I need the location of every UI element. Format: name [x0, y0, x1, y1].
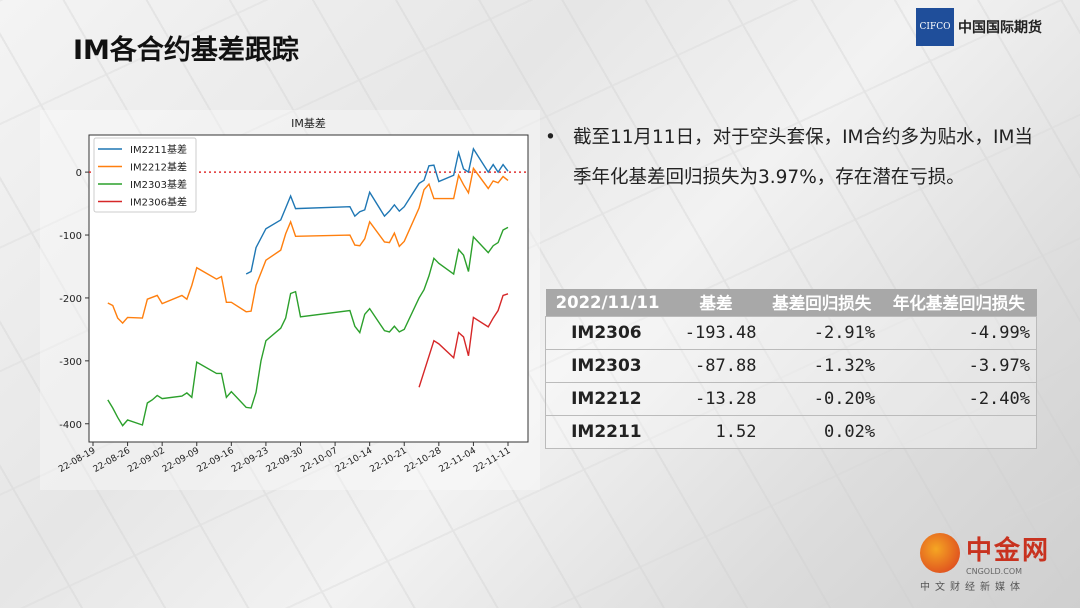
x-tick-label: 22-10-21 [368, 446, 408, 475]
cngold-name: 中金网 [966, 536, 1051, 566]
series-line-im2211 [245, 147, 509, 275]
contract-cell: IM2212 [544, 382, 670, 416]
basis-cell: -13.28 [669, 382, 763, 416]
basis-table: 2022/11/11 基差 基差回归损失 年化基差回归损失 IM2306 -193… [544, 289, 1038, 449]
y-tick-label: -300 [59, 357, 82, 368]
x-tick-label: 22-09-23 [230, 446, 270, 475]
header-basis-loss: 基差回归损失 [762, 289, 882, 316]
summary-text: 截至11月11日，对于空头套保，IM合约多为贴水，IM当季年化基差回归损失为3.… [573, 127, 1033, 188]
cngold-logo-icon [920, 533, 960, 573]
x-tick-label: 22-10-07 [299, 446, 339, 475]
table-row: IM2306 -193.48 -2.91% -4.99% [544, 315, 1038, 350]
basis-loss-cell: -1.32% [762, 349, 882, 383]
basis-loss-cell: 0.02% [762, 415, 882, 449]
legend-label: IM2211基差 [130, 143, 187, 156]
y-tick-label: -100 [59, 231, 82, 242]
x-tick-label: 22-08-19 [57, 446, 98, 475]
x-tick-label: 22-10-28 [403, 446, 444, 475]
basis-cell: 1.52 [669, 415, 763, 449]
x-tick-label: 22-10-14 [334, 446, 375, 475]
y-tick-label: 0 [76, 168, 82, 179]
cngold-domain: CNGOLD.COM [966, 567, 1023, 576]
summary-bullet: • 截至11月11日，对于空头套保，IM合约多为贴水，IM当季年化基差回归损失为… [545, 118, 1035, 198]
bullet-dot: • [545, 127, 556, 148]
contract-cell: IM2306 [544, 315, 670, 350]
chart-title: IM基差 [291, 116, 326, 130]
header-date: 2022/11/11 [545, 289, 670, 316]
basis-loss-cell: -2.91% [762, 315, 882, 350]
x-tick-label: 22-09-16 [195, 446, 236, 475]
table-row: IM2303 -87.88 -1.32% -3.97% [544, 349, 1038, 383]
y-tick-label: -400 [59, 420, 82, 431]
basis-chart: IM基差 0 -100 -200 -300 -400 22-08-19 22-08-26 22-… [40, 110, 540, 490]
x-tick-label: 22-11-04 [438, 446, 479, 475]
annualized-loss-cell: -3.97% [881, 349, 1038, 383]
series-line-im2303 [107, 226, 509, 427]
legend-box [93, 137, 197, 213]
table-row: IM2212 -13.28 -0.20% -2.40% [544, 382, 1038, 416]
annualized-loss-cell: -4.99% [881, 315, 1038, 350]
cifco-logo-mark: CIFCO [916, 8, 954, 46]
table-header-row: 2022/11/11 基差 基差回归损失 年化基差回归损失 [545, 289, 1037, 316]
basis-loss-cell: -0.20% [762, 382, 882, 416]
table-row: IM2211 1.52 0.02% [544, 415, 1038, 449]
cifco-logo: CIFCO 中国国际期货 [916, 8, 1042, 46]
y-tick-label: -200 [59, 294, 82, 305]
x-tick-label: 22-09-30 [265, 446, 306, 475]
annualized-loss-cell [881, 415, 1038, 449]
x-tick-label: 22-08-26 [92, 446, 133, 475]
basis-chart-svg: IM基差0-100-200-300-40022-08-1922-08-2622-… [57, 116, 529, 475]
legend-label: IM2212基差 [130, 161, 187, 174]
legend-label: IM2303基差 [130, 178, 187, 191]
cngold-watermark: 中金网 CNGOLD.COM 中文财经新媒体 [920, 530, 1051, 593]
x-tick-label: 22-09-09 [161, 446, 202, 475]
contract-cell: IM2303 [544, 349, 670, 383]
header-basis: 基差 [669, 289, 763, 316]
series-line-im2212 [107, 166, 509, 325]
basis-cell: -87.88 [669, 349, 763, 383]
cngold-slogan: 中文财经新媒体 [920, 582, 1025, 593]
x-tick-label: 22-09-02 [126, 446, 166, 475]
cifco-logo-name: 中国国际期货 [958, 20, 1042, 36]
legend-label: IM2306基差 [130, 196, 187, 209]
annualized-loss-cell: -2.40% [881, 382, 1038, 416]
basis-cell: -193.48 [669, 315, 763, 350]
x-tick-label: 22-11-11 [472, 446, 512, 475]
page-title: IM各合约基差跟踪 [73, 35, 299, 66]
contract-cell: IM2211 [544, 415, 670, 449]
series-line-im2306 [418, 293, 509, 388]
header-annualized-loss: 年化基差回归损失 [881, 289, 1037, 316]
